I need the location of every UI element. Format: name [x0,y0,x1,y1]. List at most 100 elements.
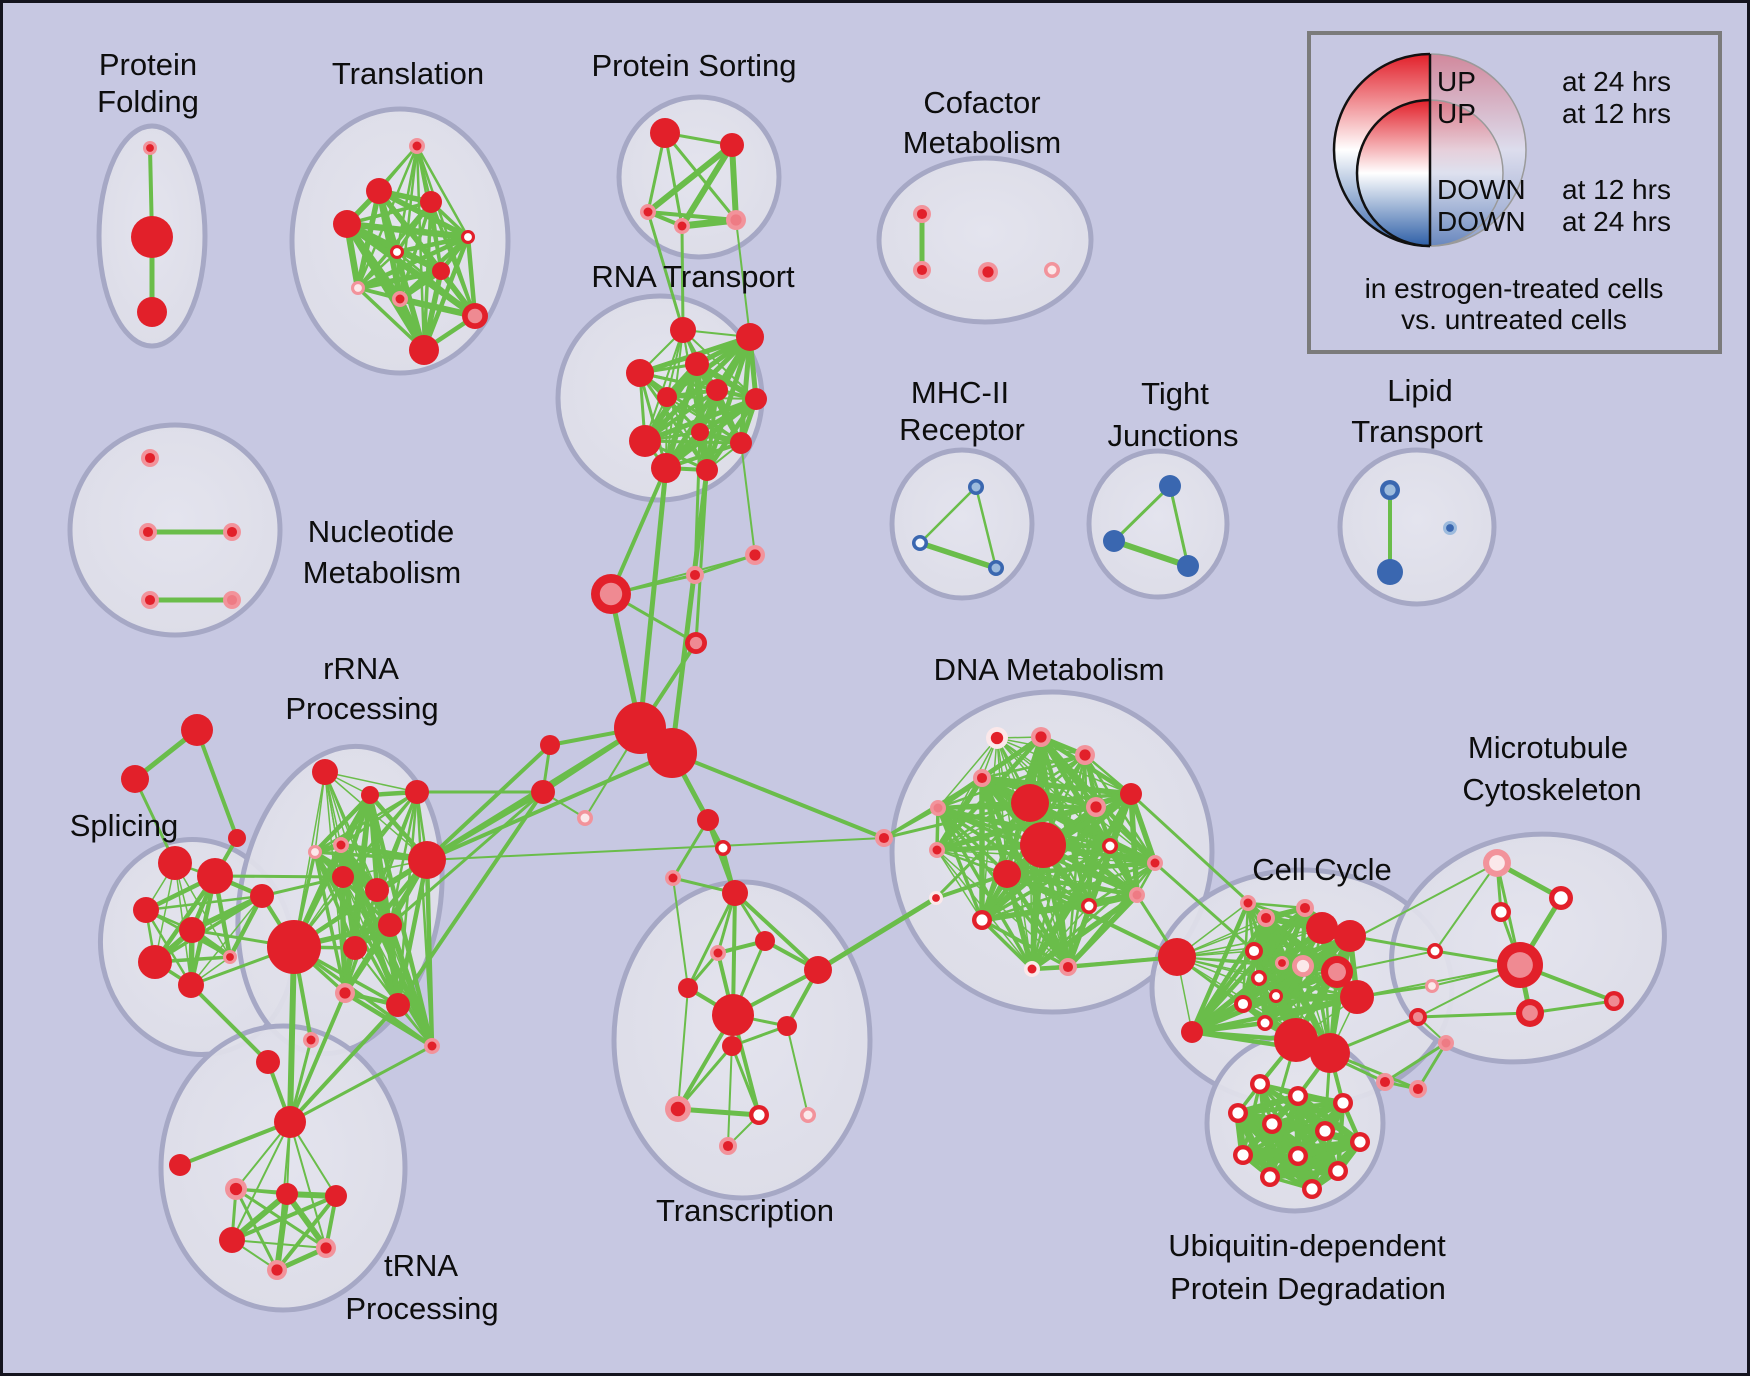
network-edge [1252,906,1307,953]
network-node [158,846,192,880]
network-node [685,352,709,376]
network-node [804,956,832,984]
network-edge [980,918,1070,969]
network-edge [686,891,737,990]
network-node [408,841,446,879]
network-node-core [1232,1107,1244,1119]
network-node-core [1489,855,1505,871]
network-edge [195,728,239,840]
network-node-core [1412,1083,1424,1095]
network-node-core [689,569,701,581]
network-edge [936,849,983,921]
network-edge [1356,964,1521,998]
network-edge [672,877,689,989]
network-edge [663,131,684,228]
network-edge [342,922,393,996]
network-edge [670,751,886,840]
network-edge [425,751,674,862]
network-edge [644,329,684,442]
network-node-core [1062,961,1074,973]
network-node [540,735,560,755]
network-node-core [427,1041,437,1051]
network-node-core [1430,946,1440,956]
network-edge [980,753,1087,780]
legend-time-label-3: at 24 hrs [1562,206,1671,237]
network-node [169,1154,191,1176]
legend-outer-left-arc [1332,52,1431,248]
network-node-core [730,214,742,226]
network-edge [936,849,1033,970]
network-edge [144,894,264,912]
network-edge [312,792,373,855]
network-node-core [395,294,405,304]
network-node-core [1084,901,1094,911]
network-node-core [467,308,483,324]
network-node-core [971,482,981,492]
network-node-core [991,563,1001,573]
network-node-core [1292,1090,1304,1102]
network-node-core [580,813,590,823]
network-edge [231,1121,291,1241]
network-edge [396,790,545,1007]
network-node-core [713,948,723,958]
network-edge [288,991,347,1124]
legend-time-label-2: at 12 hrs [1562,174,1671,205]
network-node-core [878,832,890,844]
cluster-label-cofactor-metabolism: Metabolism [903,125,1062,160]
network-edge [671,818,710,880]
network-node-core [226,526,238,538]
network-node-core [464,233,472,241]
cluster-region-lipid-transport [1337,447,1497,607]
network-node-core [1260,912,1272,924]
network-node-core [393,248,401,256]
cluster-label-cell-cycle: Cell Cycle [1252,852,1392,887]
network-edge [1416,1011,1532,1019]
network-node [1310,1033,1350,1073]
network-node-core [1337,1097,1349,1109]
network-node [657,387,677,407]
network-node-core [1278,959,1286,967]
network-node [745,388,767,410]
cluster-label-ubiquitin-degradation: Protein Degradation [1170,1271,1446,1306]
network-edge [288,1044,434,1124]
network-edge [1528,999,1616,1015]
network-node [670,317,696,343]
network-edge [979,775,1134,797]
network-edge [733,891,820,972]
network-edge [355,234,471,291]
network-node [696,459,718,481]
cluster-region-transcription [611,879,873,1201]
cluster-label-trna-processing: Processing [345,1291,498,1326]
network-node [626,359,654,387]
network-node-core [1266,1118,1278,1130]
network-node-core [1105,841,1115,851]
cluster-label-rna-transport: RNA Transport [591,259,795,294]
network-node [651,453,681,483]
network-node-core [1507,952,1533,978]
network-node-core [990,731,1004,745]
network-edge [1153,861,1256,953]
network-node-core [982,266,994,278]
legend-direction-label-2: DOWN [1437,174,1526,205]
network-edge [974,485,998,570]
network-edge [704,396,759,473]
cluster-label-nucleotide-metabolism: Nucleotide [308,514,454,549]
network-node [629,425,661,457]
legend-caption-line-1: vs. untreated cells [1401,304,1627,335]
network-node-core [1248,945,1260,957]
cluster-label-ubiquitin-degradation: Ubiquitin-dependent [1168,1228,1446,1263]
network-node-core [320,1242,332,1254]
network-edge [1168,484,1190,568]
network-node-core [670,1101,686,1117]
network-edge [642,396,759,444]
network-node-core [306,1035,316,1045]
network-edge [1189,905,1308,1035]
network-node-core [271,1264,283,1276]
network-node-core [1299,902,1311,914]
network-node-core [336,840,346,850]
network-edge [1242,950,1255,1005]
network-node-core [1254,973,1264,983]
network-edge [287,944,297,1125]
network-node-core [753,1109,765,1121]
